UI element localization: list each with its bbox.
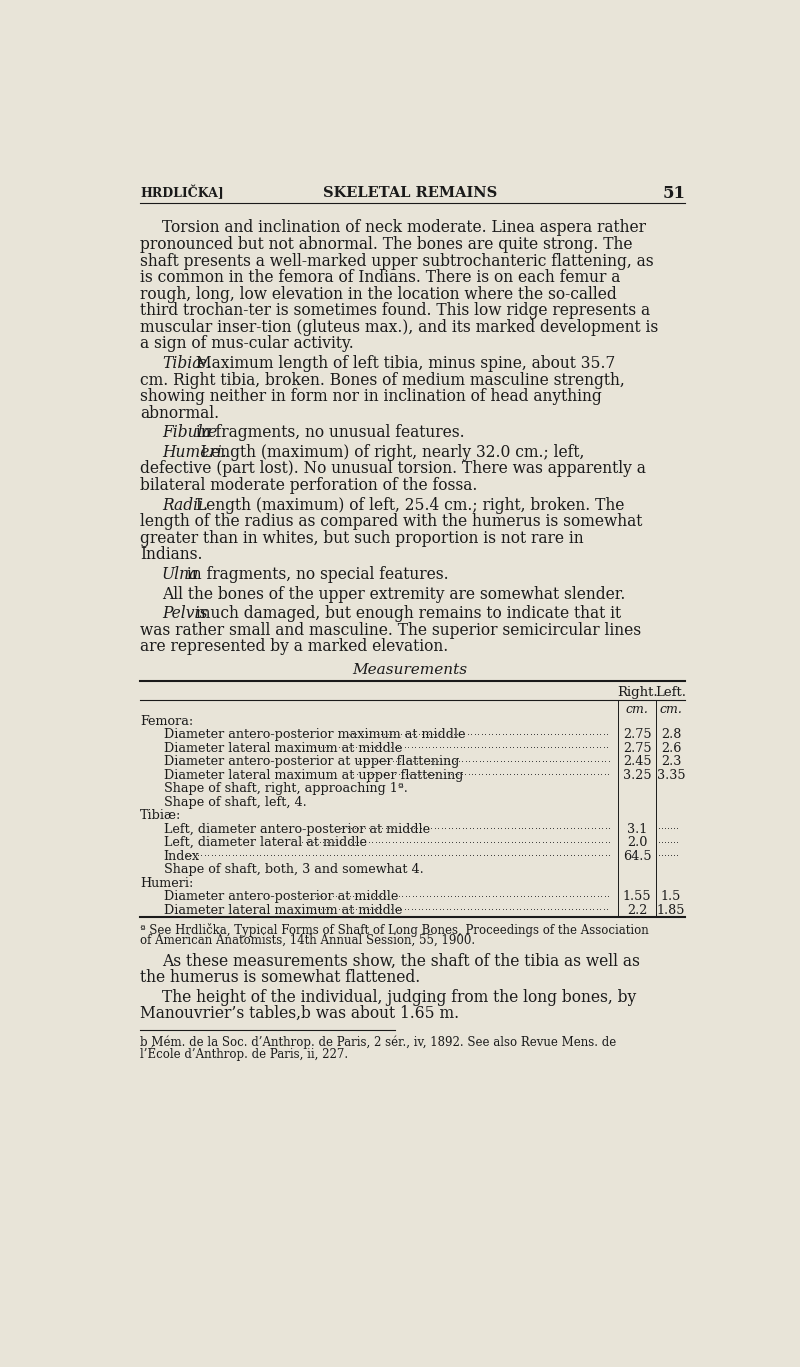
Text: 2.2: 2.2 (627, 904, 647, 917)
Text: rough, long, low elevation in the location where the so-called: rough, long, low elevation in the locati… (140, 286, 617, 302)
Text: Diameter lateral maximum at middle: Diameter lateral maximum at middle (163, 904, 402, 917)
Text: ª See Hrdlička, Typical Forms of Shaft of Long Bones, Proceedings of the Associa: ª See Hrdlička, Typical Forms of Shaft o… (140, 923, 649, 938)
Text: length of the radius as compared with the humerus is somewhat: length of the radius as compared with th… (140, 513, 642, 530)
Text: Indians.: Indians. (140, 547, 203, 563)
Text: bilateral moderate perforation of the fossa.: bilateral moderate perforation of the fo… (140, 477, 478, 493)
Text: Measurements: Measurements (353, 663, 467, 677)
Text: Left.: Left. (656, 686, 686, 699)
Text: muscular inser­tion (gluteus max.), and its marked development is: muscular inser­tion (gluteus max.), and … (140, 319, 658, 336)
Text: Left, diameter antero-posterior at middle: Left, diameter antero-posterior at middl… (163, 823, 430, 835)
Text: l’École d’Anthrop. de Paris, ii, 227.: l’École d’Anthrop. de Paris, ii, 227. (140, 1047, 349, 1061)
Text: 2.6: 2.6 (661, 742, 682, 755)
Text: 2.8: 2.8 (661, 729, 682, 741)
Text: Tibiæ:: Tibiæ: (140, 809, 182, 823)
Text: Tibiæ.: Tibiæ. (162, 355, 212, 372)
Text: pronounced but not abnormal. The bones are quite strong. The: pronounced but not abnormal. The bones a… (140, 236, 633, 253)
Text: 3.1: 3.1 (627, 823, 647, 835)
Text: of American Anatomists, 14th Annual Session, 55, 1900.: of American Anatomists, 14th Annual Sess… (140, 934, 475, 947)
Text: in fragments, no unusual features.: in fragments, no unusual features. (191, 424, 465, 442)
Text: b Mém. de la Soc. d’Anthrop. de Paris, 2 sér., iv, 1892. See also Revue Mens. de: b Mém. de la Soc. d’Anthrop. de Paris, 2… (140, 1036, 617, 1050)
Text: SKELETAL REMAINS: SKELETAL REMAINS (323, 186, 497, 201)
Text: Length (maximum) of left, 25.4 cm.; right, broken. The: Length (maximum) of left, 25.4 cm.; righ… (191, 496, 625, 514)
Text: Maximum length of left tibia, minus spine, about 35.7: Maximum length of left tibia, minus spin… (191, 355, 615, 372)
Text: a sign of mus­cular activity.: a sign of mus­cular activity. (140, 335, 354, 353)
Text: Fibulæ: Fibulæ (162, 424, 218, 442)
Text: 1.55: 1.55 (622, 890, 651, 904)
Text: Shape of shaft, left, 4.: Shape of shaft, left, 4. (163, 796, 306, 809)
Text: Humeri:: Humeri: (140, 876, 194, 890)
Text: is common in the femora of Indians. There is on each femur a: is common in the femora of Indians. Ther… (140, 269, 621, 286)
Text: was rather small and masculine. The superior semicircular lines: was rather small and masculine. The supe… (140, 622, 642, 638)
Text: All the bones of the upper extremity are somewhat slender.: All the bones of the upper extremity are… (162, 585, 626, 603)
Text: Femora:: Femora: (140, 715, 194, 729)
Text: 2.75: 2.75 (622, 729, 651, 741)
Text: are represented by a marked elevation.: are represented by a marked elevation. (140, 638, 449, 655)
Text: Diameter lateral maximum at upper flattening: Diameter lateral maximum at upper flatte… (163, 768, 463, 782)
Text: 2.0: 2.0 (627, 837, 647, 849)
Text: Torsion and inclination of neck moderate. Linea aspera rather: Torsion and inclination of neck moderate… (162, 220, 646, 236)
Text: 2.45: 2.45 (622, 756, 651, 768)
Text: The height of the individual, judging from the long bones, by: The height of the individual, judging fr… (162, 988, 636, 1006)
Text: Ulna: Ulna (162, 566, 199, 582)
Text: Radii.: Radii. (162, 496, 208, 514)
Text: Index: Index (163, 850, 200, 863)
Text: much damaged, but enough remains to indicate that it: much damaged, but enough remains to indi… (191, 606, 622, 622)
Text: shaft presents a well-marked upper subtrochanteric flattening, as: shaft presents a well-marked upper subtr… (140, 253, 654, 269)
Text: cm.: cm. (626, 703, 649, 716)
Text: Shape of shaft, both, 3 and somewhat 4.: Shape of shaft, both, 3 and somewhat 4. (163, 863, 423, 876)
Text: Length (maximum) of right, nearly 32.0 cm.; left,: Length (maximum) of right, nearly 32.0 c… (196, 444, 585, 461)
Text: HRDLIČKA]: HRDLIČKA] (140, 186, 224, 201)
Text: Diameter antero-posterior at upper flattening: Diameter antero-posterior at upper flatt… (163, 756, 459, 768)
Text: Humeri.: Humeri. (162, 444, 226, 461)
Text: Right.: Right. (617, 686, 658, 699)
Text: the humerus is somewhat flattened.: the humerus is somewhat flattened. (140, 969, 421, 986)
Text: cm. Right tibia, broken. Bones of medium masculine strength,: cm. Right tibia, broken. Bones of medium… (140, 372, 625, 388)
Text: Shape of shaft, right, approaching 1ª.: Shape of shaft, right, approaching 1ª. (163, 782, 407, 796)
Text: greater than in whites, but such proportion is not rare in: greater than in whites, but such proport… (140, 530, 584, 547)
Text: 2.75: 2.75 (622, 742, 651, 755)
Text: 1.85: 1.85 (657, 904, 686, 917)
Text: Diameter antero-posterior maximum at middle: Diameter antero-posterior maximum at mid… (163, 729, 465, 741)
Text: third trochan­ter is sometimes found. This low ridge represents a: third trochan­ter is sometimes found. Th… (140, 302, 650, 320)
Text: Diameter lateral maximum at middle: Diameter lateral maximum at middle (163, 742, 402, 755)
Text: 3.35: 3.35 (657, 768, 686, 782)
Text: As these measurements show, the shaft of the tibia as well as: As these measurements show, the shaft of… (162, 953, 640, 969)
Text: Manouvrier’s tables,b was about 1.65 m.: Manouvrier’s tables,b was about 1.65 m. (140, 1005, 459, 1023)
Text: 51: 51 (662, 185, 685, 202)
Text: 3.25: 3.25 (622, 768, 651, 782)
Text: Diameter antero-posterior at middle: Diameter antero-posterior at middle (163, 890, 398, 904)
Text: Left, diameter lateral at middle: Left, diameter lateral at middle (163, 837, 366, 849)
Text: 1.5: 1.5 (661, 890, 682, 904)
Text: Pelvis: Pelvis (162, 606, 207, 622)
Text: 64.5: 64.5 (622, 850, 651, 863)
Text: cm.: cm. (660, 703, 682, 716)
Text: abnormal.: abnormal. (140, 405, 219, 421)
Text: 2.3: 2.3 (661, 756, 682, 768)
Text: showing neither in form nor in inclination of head anything: showing neither in form nor in inclinati… (140, 388, 602, 405)
Text: in fragments, no special features.: in fragments, no special features. (182, 566, 448, 582)
Text: defective (part lost). No unusual torsion. There was apparently a: defective (part lost). No unusual torsio… (140, 461, 646, 477)
